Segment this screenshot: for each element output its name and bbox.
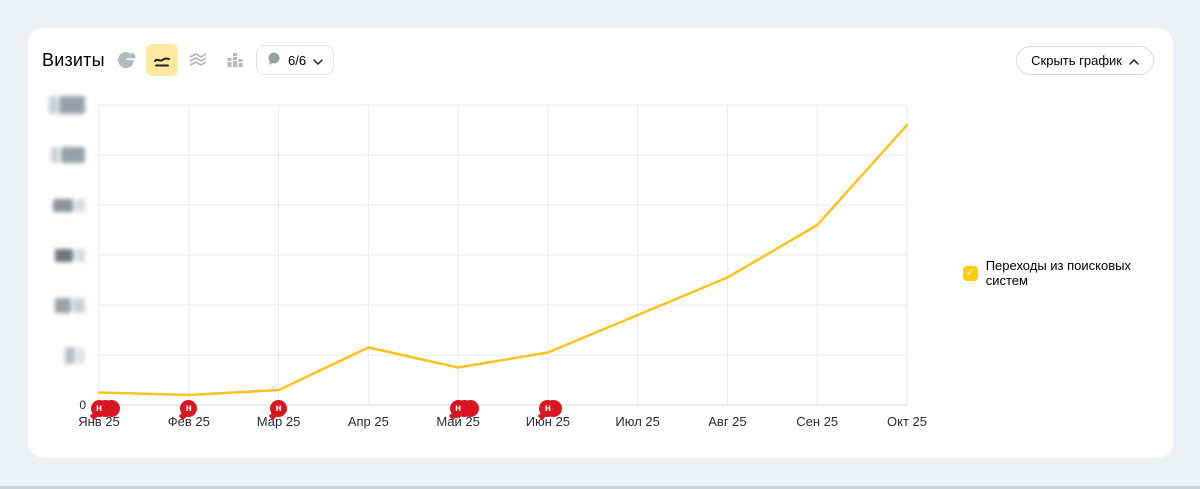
pie-chart-button[interactable]: [110, 44, 142, 76]
page-bottom-divider: [0, 486, 1200, 489]
annotations-dropdown-value: 6/6: [288, 52, 307, 68]
x-axis-label: Фев 25: [167, 414, 210, 429]
x-axis-label: Окт 25: [887, 414, 927, 429]
pie-chart-icon: [116, 50, 136, 70]
y-axis-tick-blurred: [55, 297, 85, 313]
annotation-badge-icon: н: [268, 400, 288, 421]
annotation-badge-icon: н: [179, 400, 198, 421]
plot-svg: [97, 104, 909, 406]
legend-checkbox[interactable]: ✓: [963, 265, 978, 281]
y-axis-tick-blurred: [55, 248, 85, 262]
line-chart-icon: [152, 50, 172, 70]
chevron-down-icon: [313, 53, 323, 68]
annotation-badge-icon: н: [89, 400, 108, 421]
x-axis-label: Май 25: [436, 414, 480, 429]
x-axis-label: Авг 25: [708, 414, 747, 429]
line-chart-button[interactable]: [146, 44, 178, 76]
annotation-badge-icon: н: [448, 400, 467, 421]
y-axis-tick-blurred: [53, 198, 85, 212]
legend-label: Переходы из поисковых систем: [985, 258, 1131, 288]
bar-chart-button[interactable]: [218, 44, 250, 76]
x-axis-label: Июл 25: [615, 414, 660, 429]
page-title: Визиты: [42, 50, 105, 70]
x-axis-label: Июн 25: [525, 414, 571, 429]
hide-chart-button[interactable]: Скрыть график: [1016, 46, 1154, 75]
x-axis-label: Мар 25: [256, 414, 301, 429]
speech-bubble-icon: [267, 52, 281, 69]
visits-chart-panel: Визиты: [28, 28, 1173, 458]
stacked-area-chart-icon: [188, 50, 208, 70]
annotations-dropdown[interactable]: 6/6: [256, 45, 335, 75]
x-axis-label: Сен 25: [796, 414, 839, 429]
legend-item-search-transitions[interactable]: ✓ Переходы из поисковых систем: [963, 258, 1173, 288]
hide-chart-label: Скрыть график: [1031, 53, 1122, 68]
check-icon: ✓: [965, 266, 975, 279]
bar-chart-icon: [224, 50, 244, 70]
chart-plot[interactable]: [97, 104, 909, 406]
y-axis-tick-blurred: [49, 96, 85, 114]
y-axis-tick-blurred: [65, 346, 85, 364]
chart-type-switcher: [110, 44, 250, 76]
chevron-up-icon: [1129, 53, 1139, 68]
x-axis-label: Янв 25: [78, 414, 120, 429]
stacked-area-chart-button[interactable]: [182, 44, 214, 76]
annotation-badge-icon: н: [538, 400, 557, 421]
y-axis-zero-label: 0: [79, 398, 86, 412]
y-axis-tick-blurred: [51, 147, 85, 163]
x-axis-label: Апр 25: [347, 414, 389, 429]
